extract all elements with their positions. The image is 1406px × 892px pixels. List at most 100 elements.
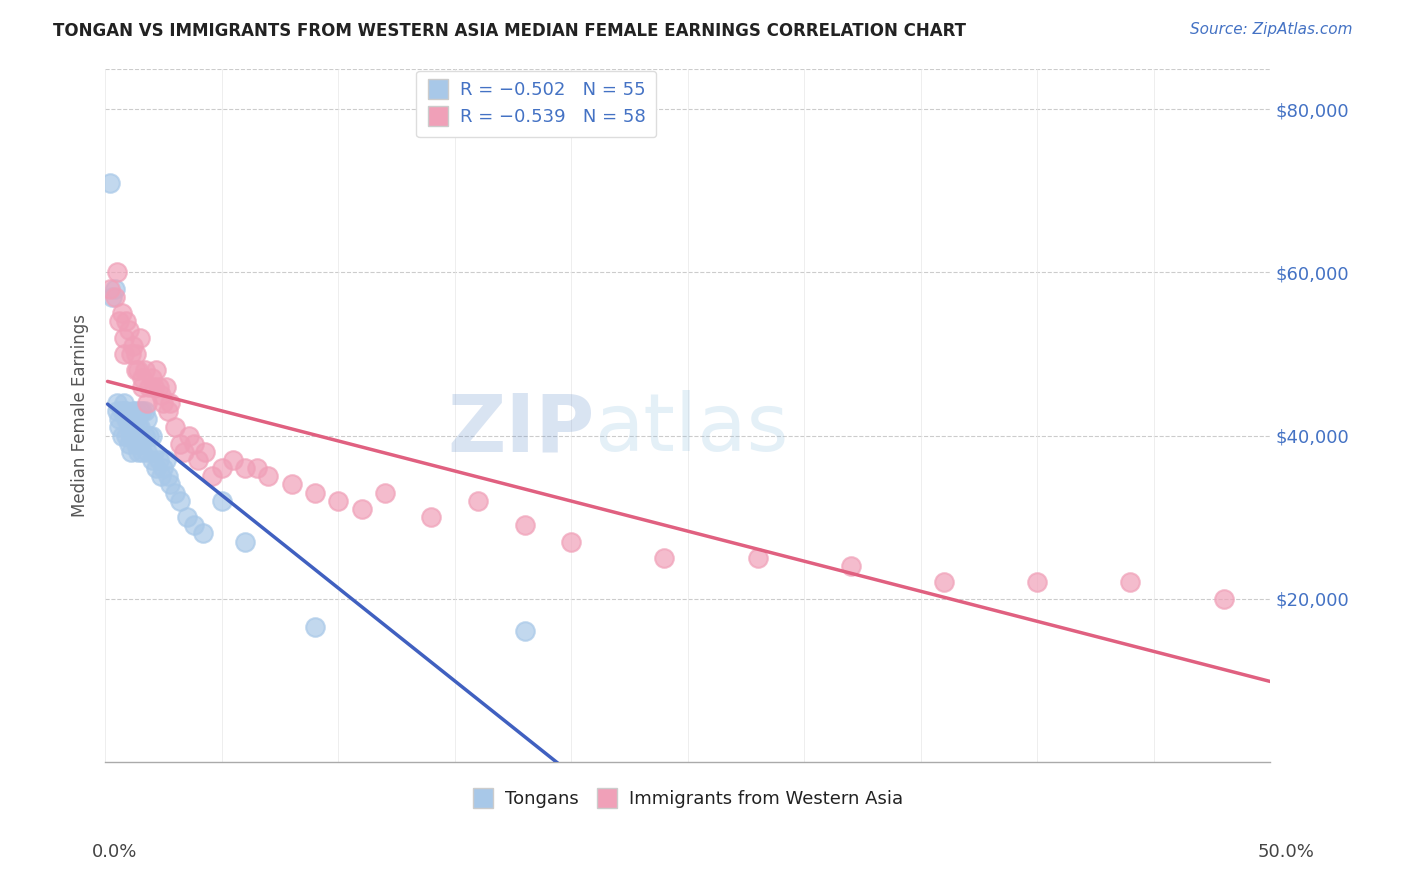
Point xyxy=(155,453,177,467)
Point xyxy=(513,518,536,533)
Point xyxy=(101,290,124,304)
Point xyxy=(124,404,146,418)
Point xyxy=(169,493,191,508)
Point xyxy=(108,412,131,426)
Point xyxy=(136,412,159,426)
Point xyxy=(211,461,233,475)
Point xyxy=(129,331,152,345)
Point xyxy=(169,436,191,450)
Text: TONGAN VS IMMIGRANTS FROM WESTERN ASIA MEDIAN FEMALE EARNINGS CORRELATION CHART: TONGAN VS IMMIGRANTS FROM WESTERN ASIA M… xyxy=(53,22,966,40)
Point xyxy=(131,371,153,385)
Point xyxy=(183,436,205,450)
Point xyxy=(105,265,128,279)
Point xyxy=(159,396,181,410)
Text: 0.0%: 0.0% xyxy=(91,843,136,861)
Point xyxy=(233,534,256,549)
Point xyxy=(122,420,145,434)
Point xyxy=(141,371,163,385)
Point xyxy=(150,469,173,483)
Point xyxy=(115,412,138,426)
Point xyxy=(136,445,159,459)
Point xyxy=(143,445,166,459)
Point xyxy=(280,477,302,491)
Point xyxy=(124,412,146,426)
Point xyxy=(374,485,396,500)
Point xyxy=(112,404,135,418)
Point xyxy=(112,347,135,361)
Point xyxy=(115,428,138,442)
Text: ZIP: ZIP xyxy=(447,390,595,468)
Point xyxy=(129,420,152,434)
Point xyxy=(112,331,135,345)
Point xyxy=(155,379,177,393)
Point xyxy=(747,550,769,565)
Legend: Tongans, Immigrants from Western Asia: Tongans, Immigrants from Western Asia xyxy=(465,782,911,815)
Point xyxy=(187,453,209,467)
Point xyxy=(129,404,152,418)
Point xyxy=(138,428,160,442)
Point xyxy=(165,485,187,500)
Point xyxy=(201,469,224,483)
Point xyxy=(183,518,205,533)
Point xyxy=(103,290,125,304)
Point xyxy=(152,461,174,475)
Point xyxy=(120,428,142,442)
Point xyxy=(112,396,135,410)
Point xyxy=(115,404,138,418)
Point xyxy=(560,534,582,549)
Point xyxy=(157,404,180,418)
Point xyxy=(148,379,170,393)
Point xyxy=(1212,591,1234,606)
Point xyxy=(150,388,173,402)
Point xyxy=(141,428,163,442)
Point xyxy=(110,428,132,442)
Point xyxy=(117,420,139,434)
Point xyxy=(124,436,146,450)
Point xyxy=(141,453,163,467)
Text: atlas: atlas xyxy=(595,390,789,468)
Point xyxy=(127,363,149,377)
Point xyxy=(145,461,167,475)
Point xyxy=(350,502,373,516)
Point xyxy=(932,575,955,590)
Point xyxy=(115,314,138,328)
Point xyxy=(145,363,167,377)
Y-axis label: Median Female Earnings: Median Female Earnings xyxy=(72,314,89,516)
Point xyxy=(143,379,166,393)
Point xyxy=(117,322,139,336)
Point xyxy=(304,485,326,500)
Point xyxy=(98,282,121,296)
Point xyxy=(157,469,180,483)
Point xyxy=(131,445,153,459)
Point xyxy=(105,404,128,418)
Point xyxy=(122,404,145,418)
Text: 50.0%: 50.0% xyxy=(1258,843,1315,861)
Point xyxy=(110,404,132,418)
Point xyxy=(177,428,200,442)
Point xyxy=(136,396,159,410)
Point xyxy=(654,550,676,565)
Point xyxy=(122,339,145,353)
Point xyxy=(131,379,153,393)
Point xyxy=(839,559,862,574)
Point xyxy=(124,347,146,361)
Point xyxy=(134,428,156,442)
Point xyxy=(246,461,269,475)
Point xyxy=(513,624,536,639)
Point xyxy=(131,404,153,418)
Point xyxy=(117,436,139,450)
Point xyxy=(124,363,146,377)
Point xyxy=(127,445,149,459)
Point xyxy=(257,469,280,483)
Text: Source: ZipAtlas.com: Source: ZipAtlas.com xyxy=(1189,22,1353,37)
Point xyxy=(134,363,156,377)
Point xyxy=(103,282,125,296)
Point xyxy=(211,493,233,508)
Point xyxy=(110,306,132,320)
Point xyxy=(1026,575,1049,590)
Point xyxy=(176,510,198,524)
Point xyxy=(304,620,326,634)
Point xyxy=(165,420,187,434)
Point xyxy=(108,314,131,328)
Point xyxy=(159,477,181,491)
